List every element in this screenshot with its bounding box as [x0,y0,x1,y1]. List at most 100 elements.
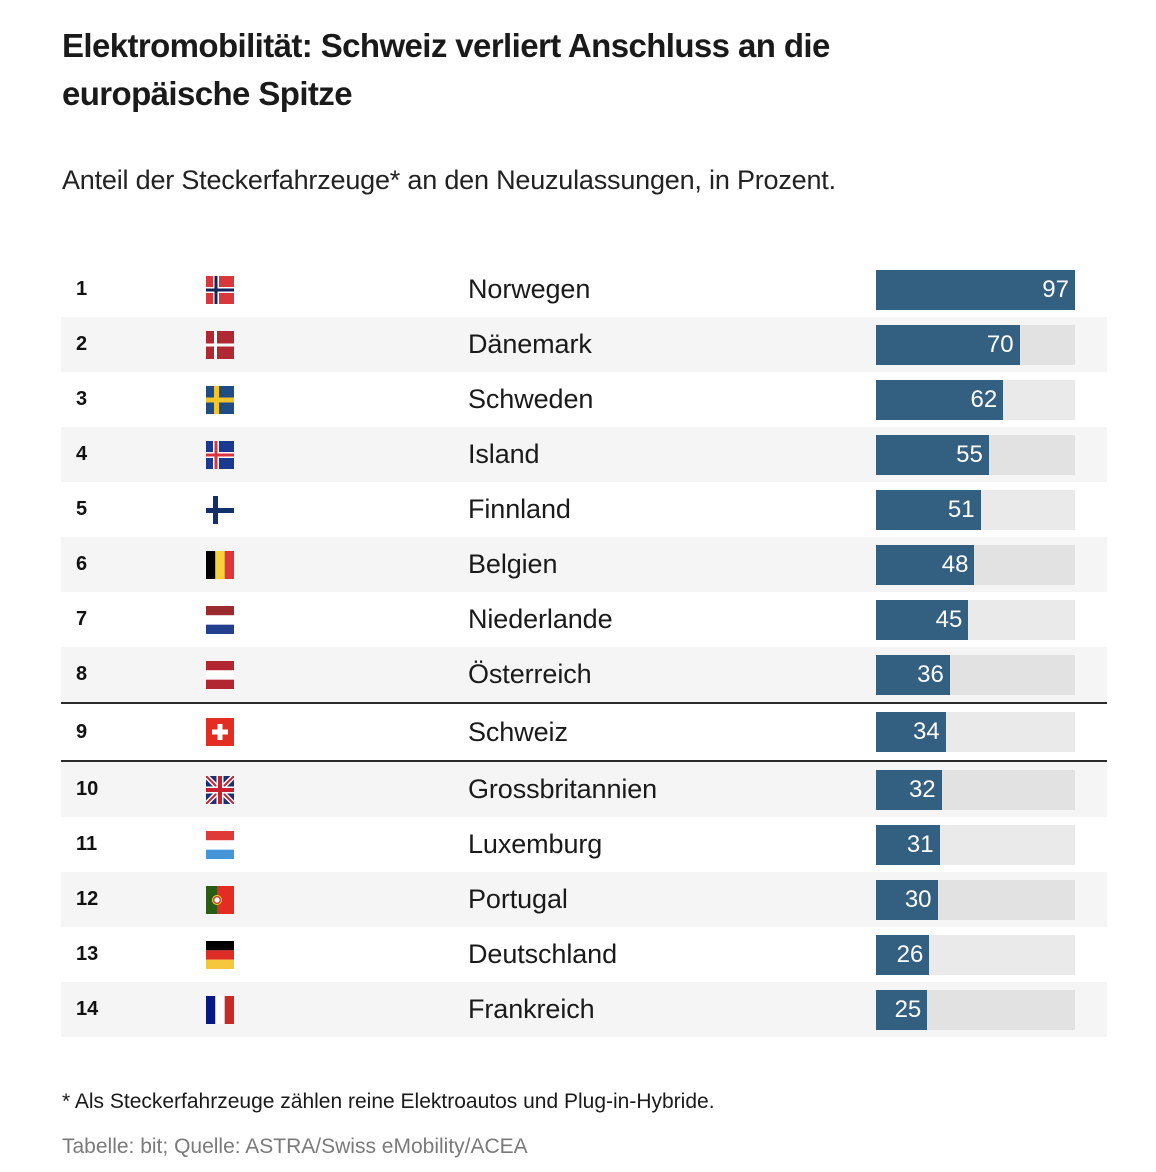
rank-label: 9 [76,720,88,743]
norway-flag-icon [206,275,234,304]
bar-track: 26 [876,934,1075,975]
table-row: 2 Dänemark 70 [61,317,1107,372]
bar: 31 [876,824,940,865]
bar: 55 [876,434,989,475]
portugal-flag-icon [206,885,234,914]
bar-track: 48 [876,544,1075,585]
bar: 32 [876,769,942,810]
table-row: 10 Grossbritannien 32 [61,762,1107,817]
rank-label: 13 [76,943,99,965]
country-label: Dänemark [468,329,592,359]
united-kingdom-flag-icon [206,775,234,804]
bar: 34 [876,712,946,752]
table-row: 11 Luxemburg 31 [61,817,1107,872]
bar-track: 32 [876,769,1075,810]
country-label: Norwegen [468,274,591,304]
bar-value-label: 51 [947,495,975,523]
bar: 26 [876,934,930,975]
bar: 70 [876,324,1020,365]
bar-value-label: 34 [913,718,940,745]
bar-value-label: 30 [904,885,932,913]
table-row: 8 Österreich 36 [61,647,1107,702]
bar: 45 [876,599,969,640]
bar-track: 70 [876,324,1075,365]
bar-value-label: 48 [941,550,969,578]
rank-label: 14 [76,998,99,1020]
footnote: * Als Steckerfahrzeuge zählen reine Elek… [62,1090,715,1113]
source-note: Tabelle: bit; Quelle: ASTRA/Swiss eMobil… [62,1135,528,1158]
luxembourg-flag-icon [206,830,234,859]
country-label: Portugal [468,884,568,914]
rank-label: 1 [76,278,88,300]
bar-track: 31 [876,824,1075,865]
bar-value-label: 36 [917,660,944,688]
country-label: Finnland [468,494,571,524]
bar-track: 62 [876,379,1075,420]
bar-value-label: 31 [906,830,934,858]
rank-label: 5 [76,498,88,520]
bar: 97 [876,269,1075,310]
bar-track: 51 [876,489,1075,530]
rank-label: 6 [76,553,88,575]
bar-value-label: 70 [986,330,1014,358]
austria-flag-icon [206,660,234,689]
finland-flag-icon [206,495,234,524]
bar-value-label: 97 [1042,275,1069,303]
table-row: 9 Schweiz 34 [61,702,1107,762]
rank-label: 12 [76,888,99,910]
country-label: Deutschland [468,939,617,969]
bar-track: 30 [876,879,1075,920]
rank-label: 7 [76,608,88,630]
germany-flag-icon [206,940,234,969]
bar-value-label: 25 [894,995,922,1023]
rank-label: 4 [76,443,88,465]
sweden-flag-icon [206,385,234,414]
iceland-flag-icon [206,440,234,469]
country-label: Island [468,439,540,469]
bar: 30 [876,879,938,920]
country-label: Schweden [468,384,594,414]
bar-track: 45 [876,599,1075,640]
table-row: 5 Finnland 51 [61,482,1107,537]
country-label: Österreich [468,659,592,689]
bar: 25 [876,989,928,1030]
table-row: 13 Deutschland 26 [61,927,1107,982]
chart-subtitle: Anteil der Steckerfahrzeuge* an den Neuz… [62,165,836,195]
switzerland-flag-icon [206,718,234,746]
bar-track: 36 [876,654,1075,695]
bar-track: 34 [876,712,1075,752]
belgium-flag-icon [206,550,234,579]
rank-label: 8 [76,663,88,685]
bar-value-label: 55 [956,440,983,468]
bar: 36 [876,654,950,695]
chart-title: Elektromobilität: Schweiz verliert Ansch… [62,27,830,112]
bar: 51 [876,489,981,530]
bar-track: 55 [876,434,1075,475]
france-flag-icon [206,995,234,1024]
rank-label: 3 [76,388,88,410]
bar-track: 97 [876,269,1075,310]
rank-label: 11 [76,833,98,855]
table-row: 1 Norwegen 97 [61,262,1107,317]
country-label: Belgien [468,549,558,579]
bar-value-label: 26 [896,940,924,968]
table-row: 14 Frankreich 25 [61,982,1107,1037]
country-label: Frankreich [468,994,595,1024]
bar-track: 25 [876,989,1075,1030]
denmark-flag-icon [206,330,234,359]
bar: 48 [876,544,975,585]
country-label: Schweiz [468,716,568,747]
table-row: 7 Niederlande 45 [61,592,1107,647]
table-row: 12 Portugal 30 [61,872,1107,927]
ranking-table: 1 Norwegen 97 2 Dänemark 70 3 Schweden 62 4 Island… [61,262,1107,1037]
rank-label: 10 [76,778,99,800]
country-label: Grossbritannien [468,774,658,804]
bar-value-label: 45 [935,605,963,633]
country-label: Luxemburg [468,829,603,859]
table-row: 3 Schweden 62 [61,372,1107,427]
rank-label: 2 [76,333,88,355]
country-label: Niederlande [468,604,613,634]
table-row: 6 Belgien 48 [61,537,1107,592]
bar: 62 [876,379,1004,420]
bar-value-label: 62 [970,385,998,413]
